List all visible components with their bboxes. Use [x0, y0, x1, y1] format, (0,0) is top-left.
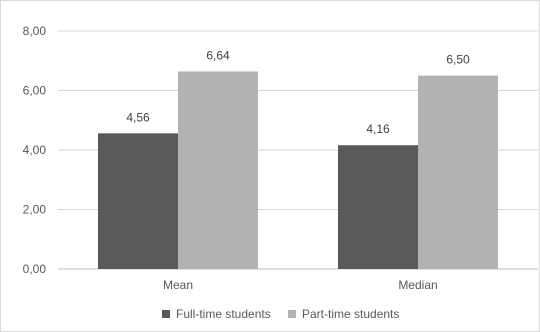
legend-swatch	[288, 310, 296, 318]
y-tick-label: 8,00	[23, 24, 47, 38]
y-tick-label: 6,00	[23, 84, 47, 98]
bar	[178, 71, 258, 270]
legend-label: Part-time students	[302, 307, 399, 321]
data-label: 6,64	[206, 48, 230, 62]
bars	[98, 71, 498, 270]
y-tick-label: 0,00	[23, 262, 47, 276]
x-axis: Mean Median	[163, 278, 438, 292]
x-tick-label: Mean	[163, 278, 193, 292]
bar	[418, 75, 498, 269]
bar	[98, 133, 178, 269]
x-tick-label: Median	[398, 278, 437, 292]
legend-label: Full-time students	[176, 307, 271, 321]
legend: Full-time students Part-time students	[162, 307, 399, 321]
data-label: 4,56	[126, 110, 150, 124]
y-tick-label: 2,00	[23, 203, 47, 217]
bar	[338, 145, 418, 269]
y-axis-labels: 0,00 2,00 4,00 6,00 8,00	[23, 24, 47, 276]
data-label: 4,16	[366, 122, 390, 136]
data-labels: 4,56 6,64 4,16 6,50	[126, 48, 470, 136]
legend-swatch	[162, 310, 170, 318]
data-label: 6,50	[446, 53, 470, 67]
y-tick-label: 4,00	[23, 143, 47, 157]
